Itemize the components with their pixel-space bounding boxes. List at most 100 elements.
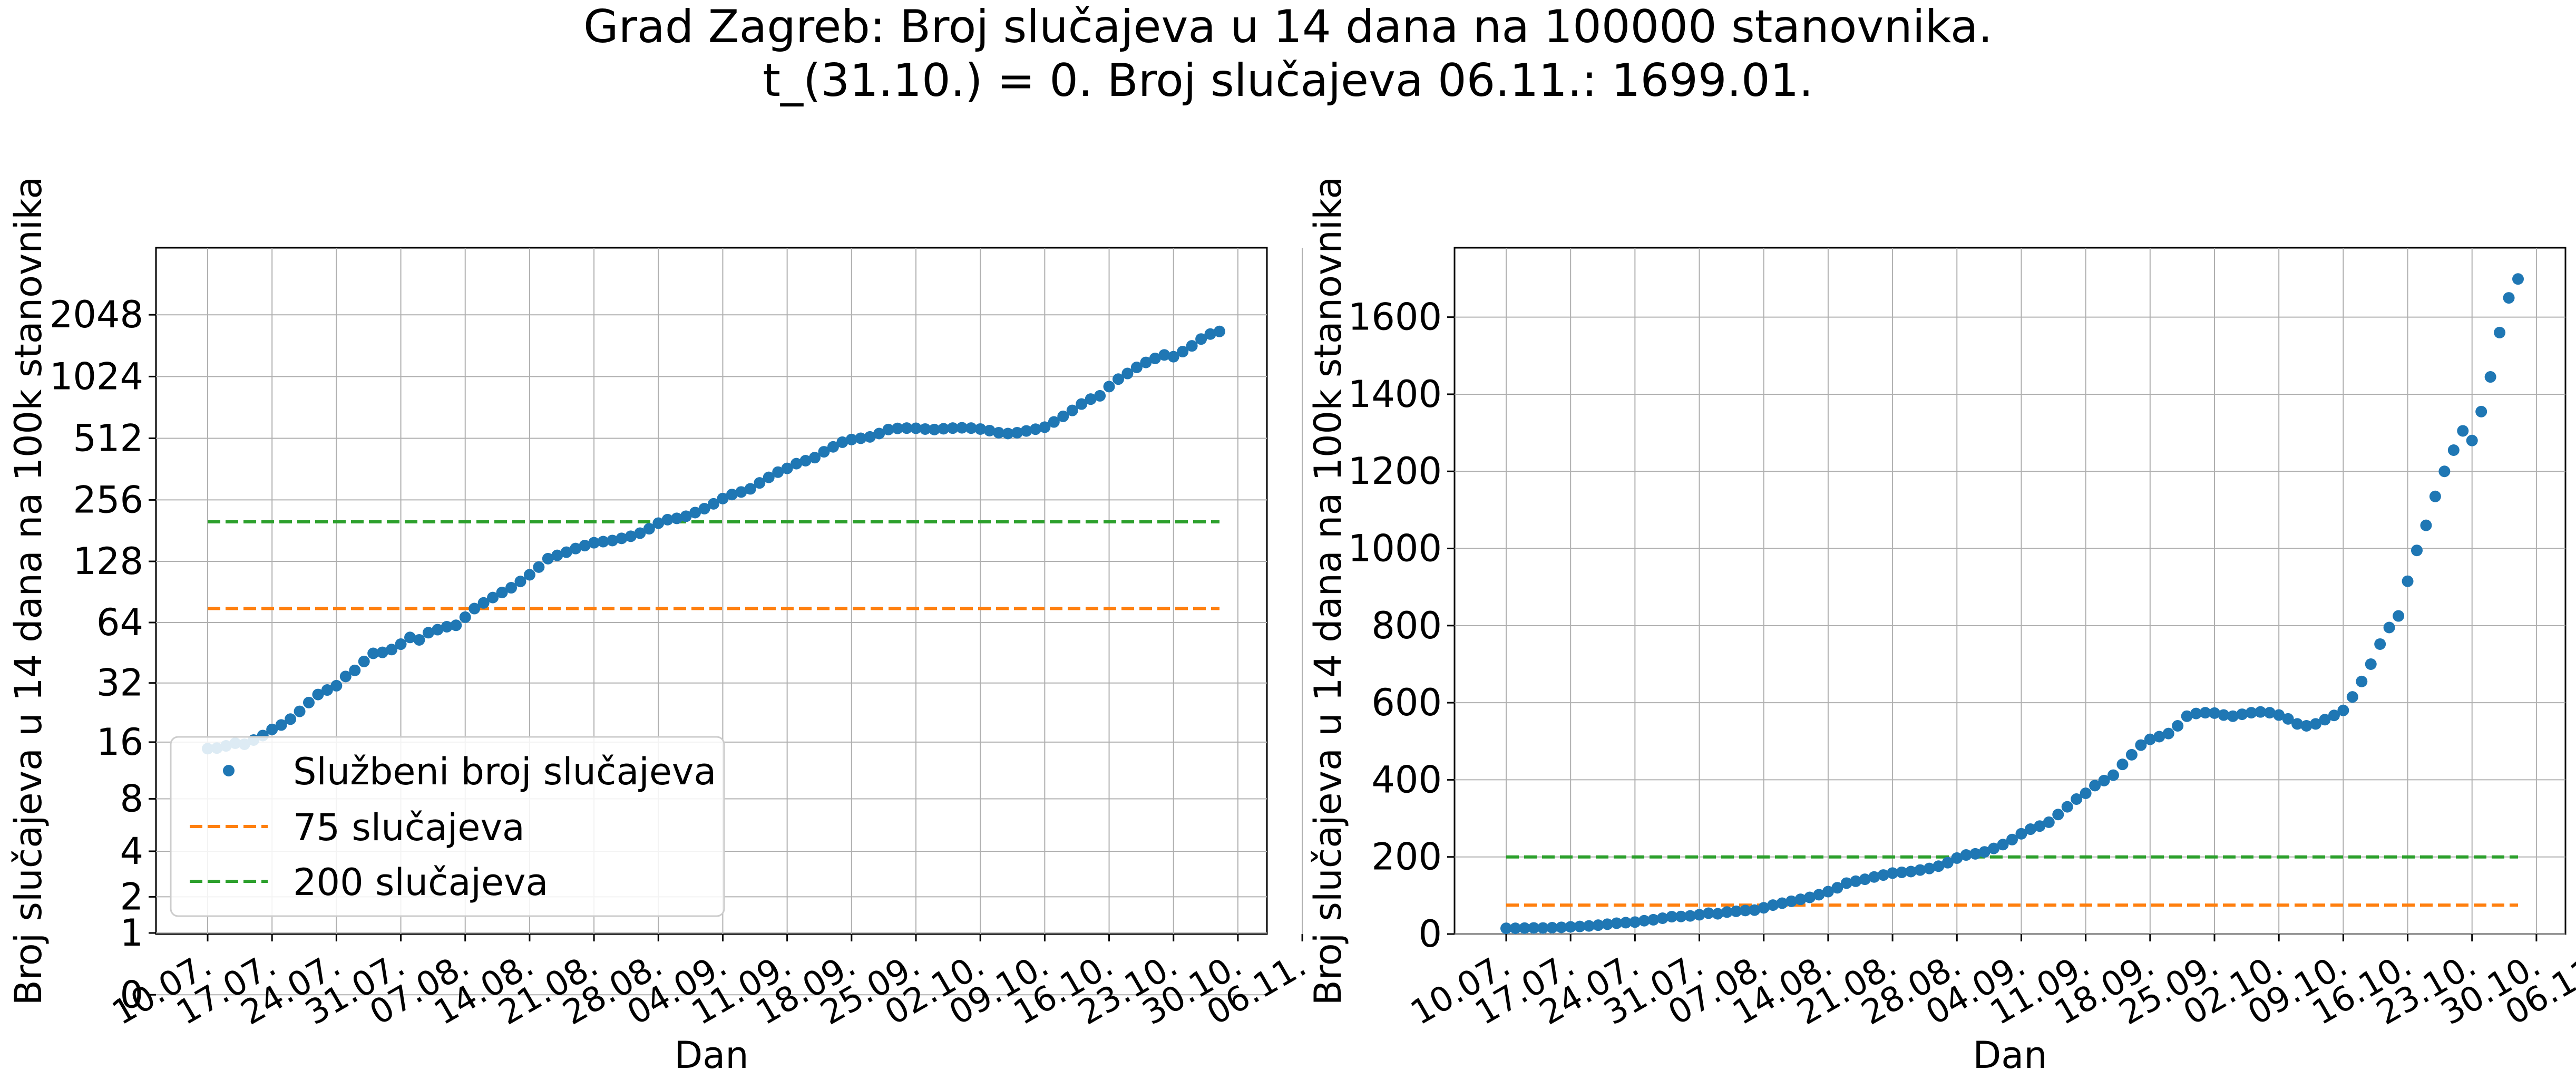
left-data-point xyxy=(1039,421,1051,433)
right-data-point xyxy=(1712,908,1724,920)
left-y-tick-label: 2 xyxy=(120,875,143,918)
left-data-point xyxy=(1085,393,1097,405)
right-data-point xyxy=(2383,621,2395,634)
left-y-tick-label: 4 xyxy=(120,830,143,873)
left-data-point xyxy=(339,670,352,683)
left-data-point xyxy=(1158,349,1170,361)
right-data-point xyxy=(1868,871,1880,883)
right-data-point xyxy=(2125,748,2138,761)
right-data-point xyxy=(2162,727,2174,740)
right-data-point xyxy=(1666,911,1678,923)
left-data-point xyxy=(616,532,628,544)
left-data-point xyxy=(781,462,793,474)
right-data-point xyxy=(2218,709,2230,721)
right-data-point xyxy=(1813,889,1825,901)
right-data-point xyxy=(2429,490,2441,502)
left-data-point xyxy=(1113,373,1124,385)
legend-marker-points xyxy=(223,765,235,776)
left-data-point xyxy=(469,602,481,615)
right-data-point xyxy=(1776,897,1788,909)
right-data-point xyxy=(2227,710,2239,722)
left-data-point xyxy=(1130,361,1143,373)
right-data-point xyxy=(1555,921,1567,934)
right-data-point xyxy=(1749,904,1761,916)
right-data-point xyxy=(1528,922,1540,934)
right-data-point xyxy=(1785,895,1798,907)
right-data-point xyxy=(2199,707,2211,719)
right-y-tick-label: 600 xyxy=(1371,681,1442,724)
left-data-point xyxy=(799,455,812,467)
right-data-point xyxy=(2006,833,2018,845)
right-data-point xyxy=(2337,704,2349,716)
right-data-point xyxy=(2512,273,2524,285)
right-data-point xyxy=(2494,326,2506,338)
left-data-point xyxy=(487,591,499,604)
right-data-point xyxy=(1887,867,1899,879)
right-chart-frame xyxy=(1453,247,2567,935)
right-data-point xyxy=(2402,575,2414,587)
left-data-point xyxy=(386,644,398,656)
right-data-point xyxy=(2310,718,2321,730)
legend-entry-points: Službeni broj slučajeva xyxy=(293,750,716,793)
right-data-point xyxy=(2282,713,2294,725)
right-data-point xyxy=(2024,823,2036,835)
right-data-point xyxy=(2190,707,2202,719)
left-data-point xyxy=(974,423,987,435)
left-data-point xyxy=(643,523,655,535)
left-data-point xyxy=(413,634,425,646)
left-data-point xyxy=(873,427,885,440)
right-chart-grid xyxy=(1455,248,2565,935)
right-data-point xyxy=(2107,769,2119,781)
left-data-point xyxy=(1140,356,1152,368)
right-data-point xyxy=(1592,919,1604,931)
left-data-point xyxy=(432,624,444,636)
right-chart-x-axis-label: Dan xyxy=(1973,1034,2047,1077)
left-data-point xyxy=(855,432,867,444)
right-data-point xyxy=(1739,905,1751,917)
left-data-point xyxy=(275,719,287,731)
right-data-point xyxy=(1518,922,1530,934)
left-data-point xyxy=(1076,398,1088,410)
left-data-point xyxy=(1195,333,1207,345)
right-data-point xyxy=(1703,907,1714,919)
left-data-point xyxy=(698,503,710,515)
left-data-point xyxy=(744,483,756,495)
left-data-point xyxy=(1020,425,1032,437)
left-y-tick-label: 128 xyxy=(73,540,143,583)
left-y-tick-label: 256 xyxy=(73,478,143,521)
right-data-point xyxy=(1546,922,1558,934)
left-data-point xyxy=(634,527,646,539)
left-data-point xyxy=(367,647,379,659)
right-data-point xyxy=(2144,733,2156,745)
left-data-point xyxy=(579,540,591,552)
right-data-point xyxy=(1969,848,1982,860)
right-y-tick-label: 1200 xyxy=(1348,450,1442,493)
right-data-point xyxy=(1629,916,1641,928)
right-y-tick-label: 200 xyxy=(1371,835,1442,879)
right-y-tick-label: 1400 xyxy=(1348,373,1442,416)
left-data-point xyxy=(514,576,526,588)
right-data-point xyxy=(2466,434,2478,446)
right-data-point xyxy=(2071,793,2083,805)
right-data-point xyxy=(2475,405,2487,417)
right-data-point xyxy=(1997,839,2009,851)
right-data-point xyxy=(2034,820,2046,832)
left-data-point xyxy=(1121,367,1134,380)
left-y-tick-label: 1024 xyxy=(50,355,143,398)
right-data-point xyxy=(2273,709,2285,721)
left-data-point xyxy=(551,549,563,561)
left-data-point xyxy=(965,422,977,434)
right-data-point xyxy=(1684,910,1696,922)
right-data-point xyxy=(1638,915,1650,927)
right-data-point xyxy=(2356,675,2368,687)
left-data-point xyxy=(312,688,324,701)
right-y-tick-label: 0 xyxy=(1418,912,1442,956)
right-data-point xyxy=(2116,759,2129,771)
right-data-point xyxy=(1721,906,1733,918)
left-chart-threshold-lines xyxy=(208,520,1219,610)
right-data-point xyxy=(1537,922,1549,934)
left-data-point xyxy=(1177,346,1189,358)
right-data-point xyxy=(2245,707,2257,719)
left-data-point xyxy=(910,422,922,434)
left-data-point xyxy=(422,627,434,639)
